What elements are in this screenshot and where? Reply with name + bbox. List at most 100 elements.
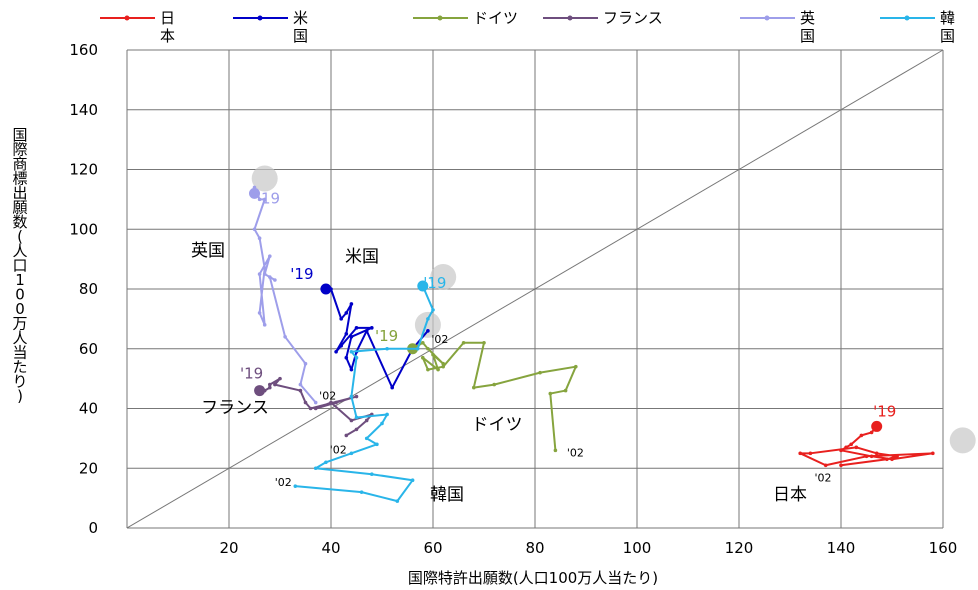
legend-label: 日 — [160, 9, 175, 27]
data-point — [390, 385, 395, 390]
data-point — [349, 451, 354, 456]
data-point — [268, 382, 272, 387]
end-year-label: '19 — [375, 327, 398, 345]
data-point — [426, 317, 430, 321]
data-point — [574, 364, 578, 369]
data-point — [421, 355, 425, 360]
series-name-label: フランス — [201, 398, 269, 418]
data-point — [303, 361, 308, 366]
y-axis-title-char: 0 — [15, 300, 25, 318]
data-point — [344, 355, 349, 360]
data-point — [869, 430, 874, 435]
y-axis-title-char: 人 — [12, 242, 27, 260]
x-tick-label: 20 — [219, 539, 238, 557]
data-point — [257, 272, 262, 276]
x-axis-title: 国際特許出願数(人口100万人当たり) — [408, 569, 658, 587]
series-name-label: 米国 — [345, 247, 379, 267]
data-point — [268, 275, 272, 279]
data-point — [298, 382, 303, 387]
legend-swatch-marker — [437, 15, 443, 21]
data-point — [895, 454, 899, 459]
diagonal-reference-line — [126, 49, 944, 529]
end-year-label: '19 — [257, 189, 280, 207]
series-line — [412, 341, 577, 451]
data-point — [410, 478, 415, 483]
end-point — [254, 385, 266, 397]
data-point — [273, 382, 277, 387]
data-point — [283, 335, 287, 339]
data-point — [385, 412, 389, 417]
data-point — [421, 340, 425, 345]
data-point — [370, 326, 374, 330]
y-axis-title-char: 国 — [12, 126, 27, 144]
highlight-bubble — [251, 165, 278, 192]
start-year-label: '02 — [319, 390, 336, 403]
axes: 20 40 60 80 100 120 140 160 0 20 40 60 80 100 120 140 16… — [69, 41, 957, 557]
data-point — [344, 433, 349, 438]
end-point — [871, 420, 883, 432]
data-point — [354, 394, 359, 399]
data-point — [931, 451, 935, 456]
data-point — [548, 391, 553, 396]
data-point — [854, 445, 859, 450]
data-point — [798, 451, 802, 456]
legend-label: 英 — [800, 9, 815, 27]
data-point — [874, 451, 879, 456]
data-point — [349, 349, 354, 354]
data-point — [364, 418, 369, 423]
data-point — [313, 406, 318, 411]
data-point — [329, 400, 333, 405]
series-韓国: '02 '19 韓国 — [275, 274, 464, 505]
y-axis-title-char: ( — [17, 228, 23, 246]
data-point — [436, 367, 440, 372]
series-ドイツ: '02 '19 ドイツ — [375, 327, 584, 460]
data-point — [472, 385, 476, 390]
data-point — [313, 400, 318, 405]
legend-label: フランス — [603, 9, 663, 27]
legend-label: 韓 — [940, 9, 955, 27]
data-point — [563, 388, 568, 393]
data-point — [461, 340, 466, 345]
series-フランス: '02 '19 フランス — [201, 365, 374, 456]
y-tick-label: 20 — [79, 459, 98, 477]
y-axis-title-char: ) — [17, 387, 23, 405]
end-point — [417, 280, 429, 292]
y-axis-title-char: 当 — [12, 344, 27, 362]
x-tick-label: 140 — [827, 539, 856, 557]
y-axis-title-char: 人 — [12, 329, 27, 347]
data-point — [293, 484, 298, 488]
legend-swatch-marker — [257, 15, 263, 21]
start-year-label: '02 — [431, 333, 448, 346]
y-axis-title-char: 数 — [12, 213, 27, 231]
data-point — [849, 442, 853, 447]
series-日本: '02 '19 日本 — [773, 402, 935, 505]
data-point — [262, 272, 267, 276]
data-point — [308, 406, 313, 411]
x-tick-label: 40 — [321, 539, 340, 557]
x-tick-label: 100 — [623, 539, 652, 557]
data-point — [298, 388, 303, 393]
data-point — [344, 332, 349, 336]
legend-label: 国 — [800, 27, 815, 45]
data-point — [303, 400, 308, 405]
legend-swatch-marker — [764, 15, 770, 21]
data-point — [354, 326, 359, 330]
data-point — [349, 394, 354, 399]
y-tick-label: 160 — [69, 41, 98, 59]
y-axis-title-char: た — [12, 358, 27, 376]
y-tick-label: 140 — [69, 101, 98, 119]
data-point — [349, 335, 354, 339]
y-axis-title-char: 出 — [12, 184, 27, 202]
data-point — [864, 454, 869, 459]
series-name-label: ドイツ — [472, 415, 523, 435]
y-axis-title-char: 商 — [12, 155, 27, 173]
data-point — [268, 254, 272, 258]
data-point — [324, 460, 328, 465]
y-axis-title-char: り — [12, 373, 27, 391]
y-axis-title-char: 願 — [12, 199, 27, 217]
legend-label: 本 — [160, 27, 175, 45]
x-tick-label: 120 — [725, 539, 754, 557]
